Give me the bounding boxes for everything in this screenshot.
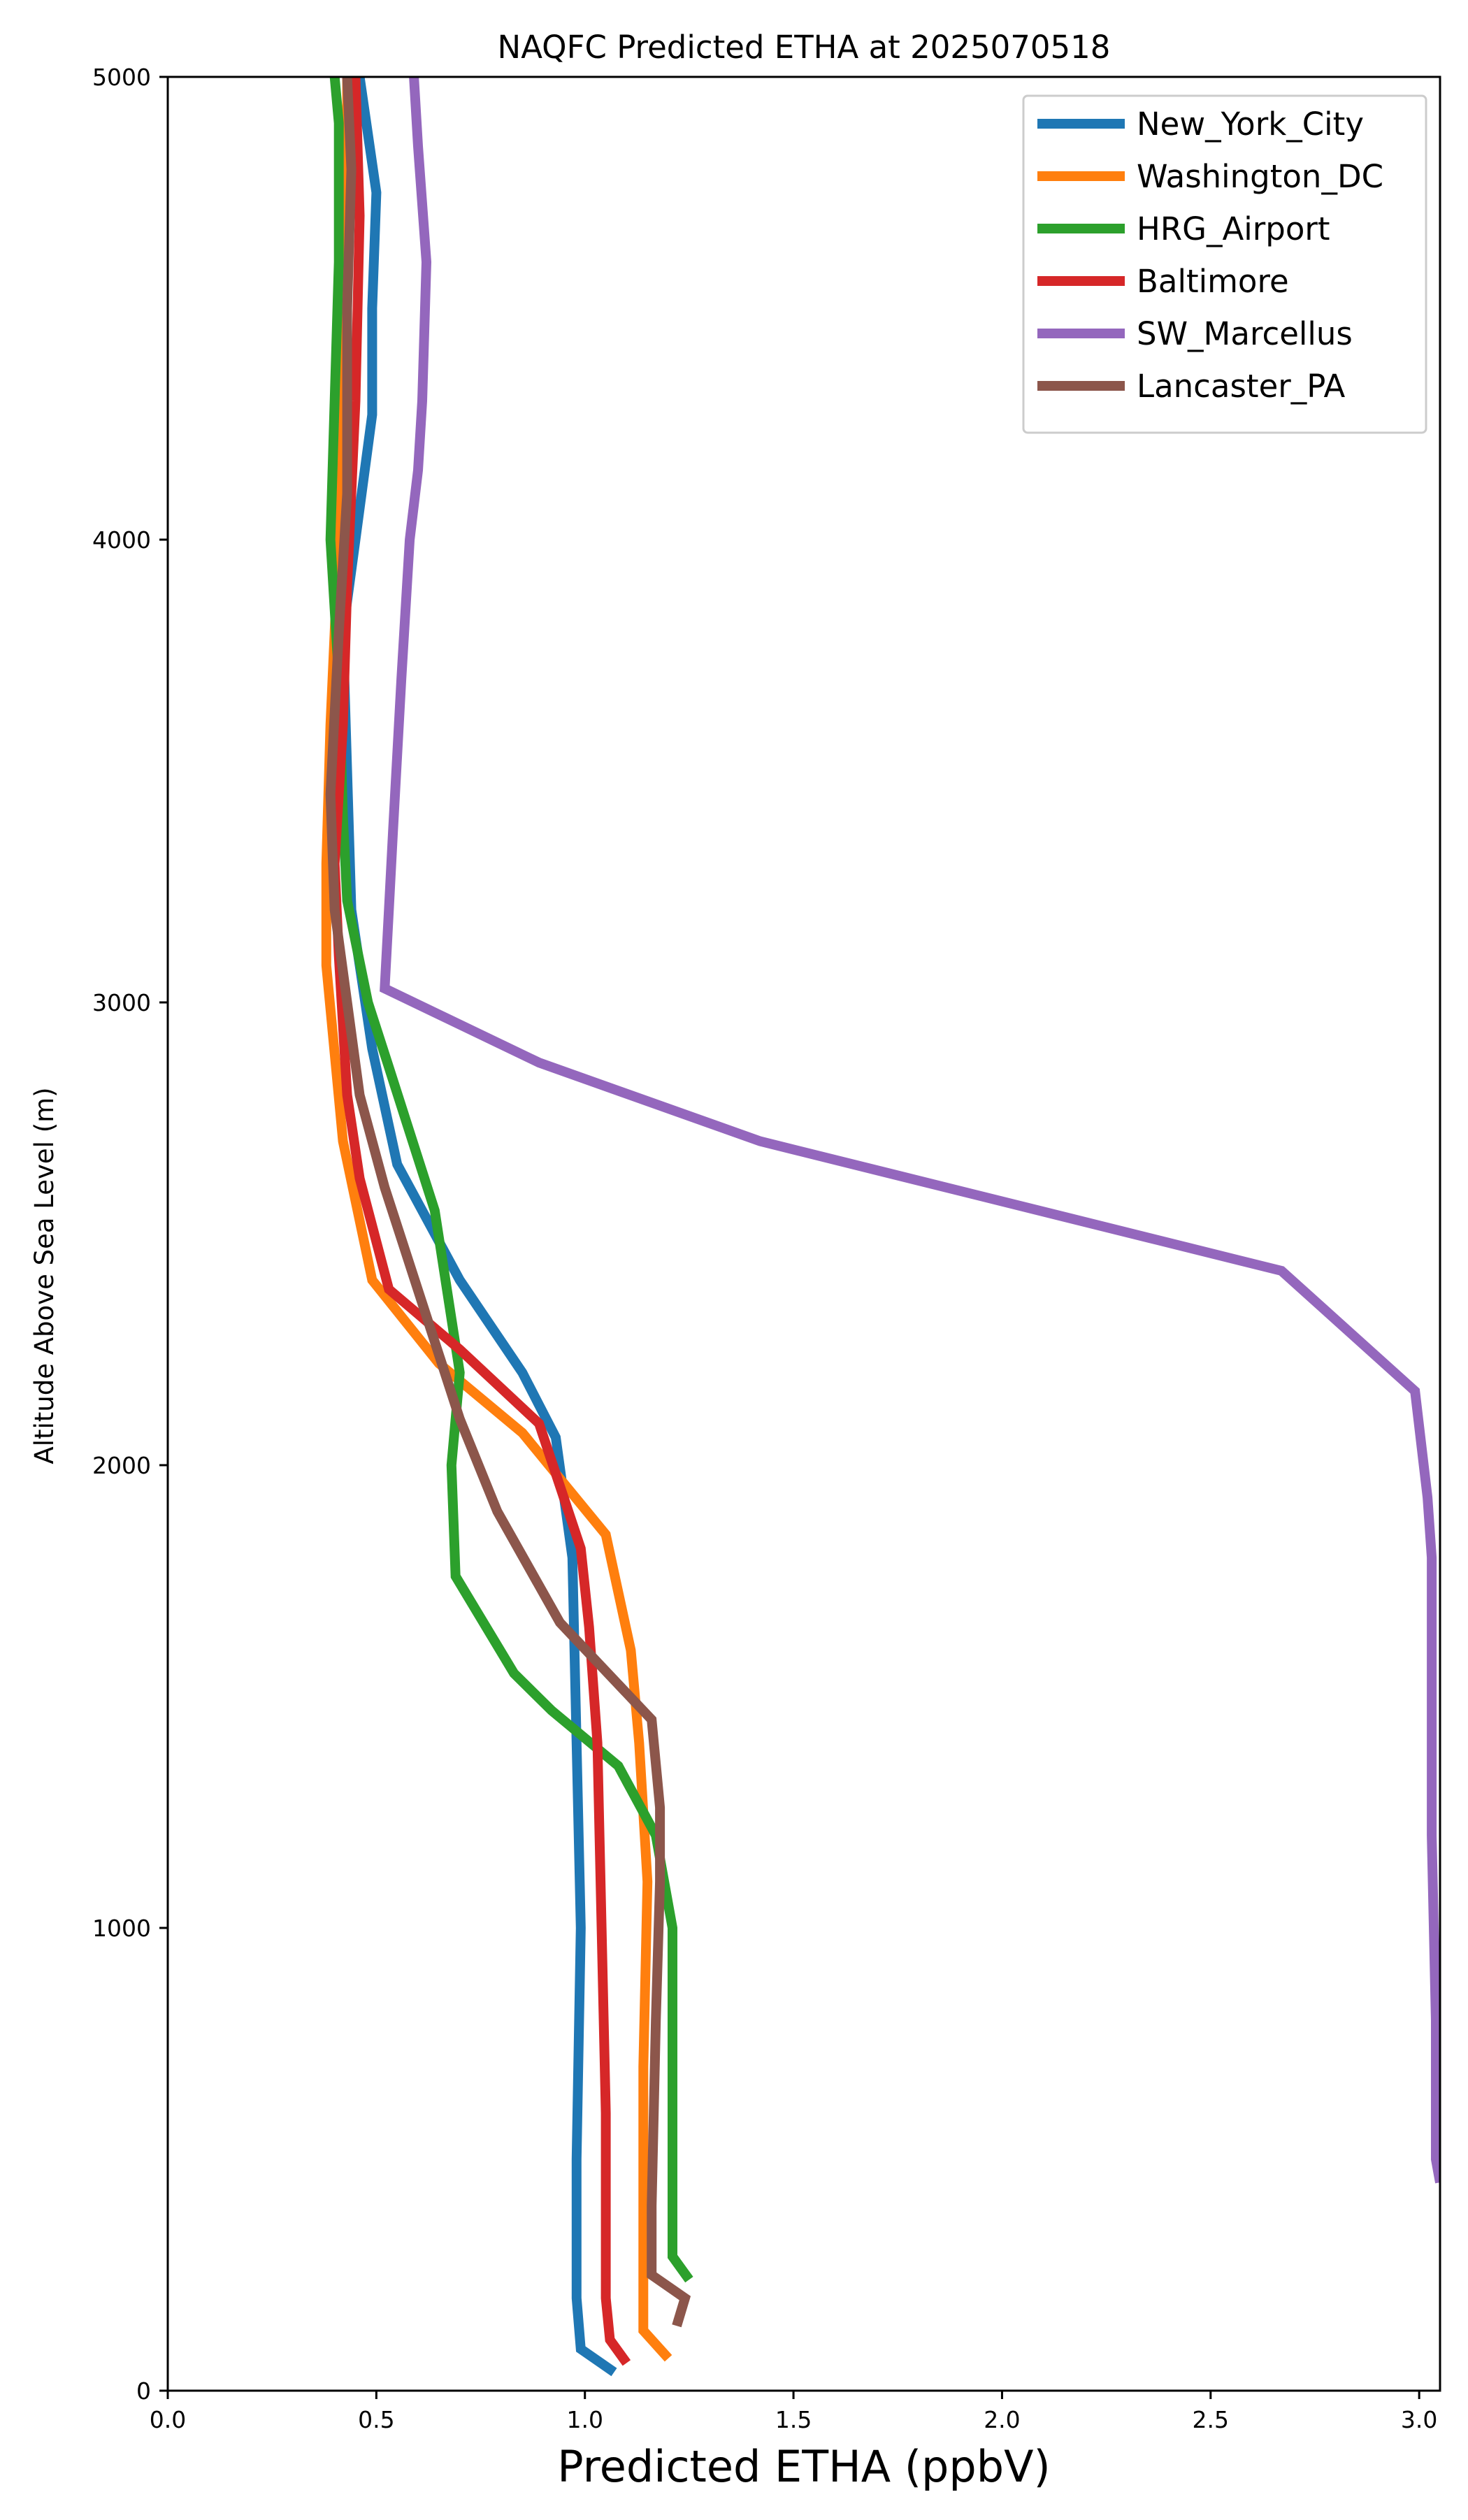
- y-tick-label: 4000: [92, 526, 151, 554]
- y-axis-ticks: 0 1000 2000 3000 4000 5000: [92, 64, 168, 2405]
- legend-label: Lancaster_PA: [1137, 368, 1346, 405]
- chart-title: NAQFC Predicted ETHA at 2025070518: [498, 29, 1111, 66]
- x-tick-label: 0.5: [358, 2406, 394, 2433]
- x-tick-label: 0.0: [150, 2406, 186, 2433]
- y-tick-label: 1000: [92, 1915, 151, 1942]
- x-tick-label: 1.5: [775, 2406, 812, 2433]
- y-tick-label: 2000: [92, 1452, 151, 1479]
- y-axis-label: Altitude Above Sea Level (m): [29, 1087, 59, 1464]
- legend-label: New_York_City: [1137, 106, 1364, 143]
- legend: New_York_City Washington_DC HRG_Airport Bal…: [1022, 94, 1427, 434]
- y-tick-label: 0: [136, 2377, 151, 2405]
- x-axis-ticks: 0.0 0.5 1.0 1.5 2.0 2.5 3.0: [150, 2391, 1437, 2433]
- x-tick-label: 1.0: [566, 2406, 603, 2433]
- series-line-sw-marcellus: [380, 77, 1440, 2184]
- legend-label: Washington_DC: [1137, 158, 1383, 195]
- x-tick-label: 2.0: [984, 2406, 1020, 2433]
- y-tick-label: 5000: [92, 64, 151, 91]
- series-layer: [321, 77, 1440, 2377]
- x-tick-label: 3.0: [1401, 2406, 1437, 2433]
- series-line-lancaster-pa: [325, 77, 691, 2328]
- legend-label: SW_Marcellus: [1137, 315, 1353, 352]
- plot-area: [166, 75, 1441, 2392]
- y-tick-label: 3000: [92, 989, 151, 1016]
- x-tick-label: 2.5: [1193, 2406, 1229, 2433]
- legend-label: HRG_Airport: [1137, 210, 1330, 247]
- plot-frame: [166, 75, 1441, 2392]
- legend-label: Baltimore: [1137, 263, 1289, 300]
- x-axis-label: Predicted ETHA (ppbV): [557, 2441, 1050, 2492]
- series-line-new-york-city: [338, 77, 617, 2377]
